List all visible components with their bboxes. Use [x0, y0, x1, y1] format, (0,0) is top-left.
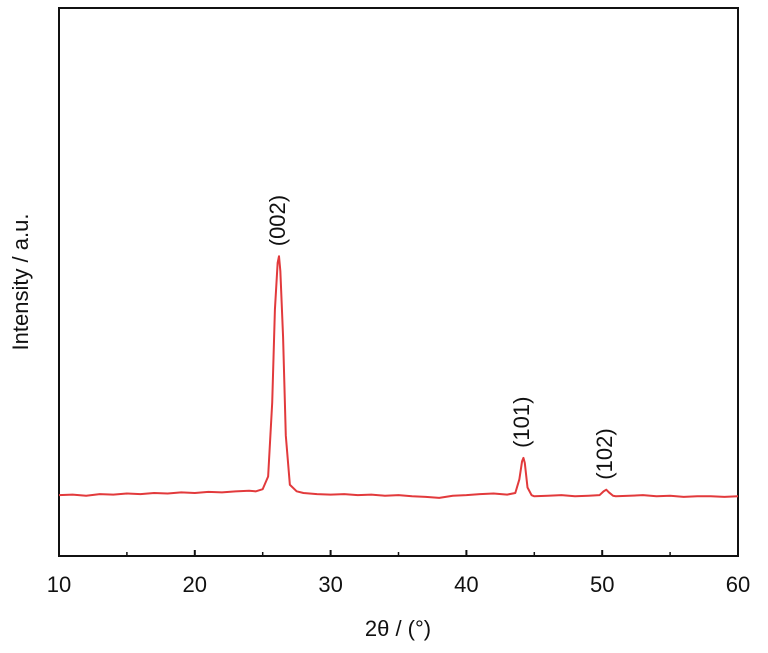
x-tick-label: 40: [454, 572, 478, 597]
x-tick-label: 60: [726, 572, 750, 597]
peak-label: (102): [592, 428, 617, 479]
x-tick-label: 30: [318, 572, 342, 597]
x-tick-label: 50: [590, 572, 614, 597]
y-axis-title: Intensity / a.u.: [8, 214, 33, 351]
peak-label: (101): [509, 397, 534, 448]
xrd-line: [58, 255, 739, 499]
plot-frame: [58, 7, 739, 557]
x-tick-label: 10: [47, 572, 71, 597]
peak-label: (002): [265, 195, 290, 246]
x-tick-label: 20: [183, 572, 207, 597]
x-axis-title: 2θ / (°): [365, 616, 431, 641]
